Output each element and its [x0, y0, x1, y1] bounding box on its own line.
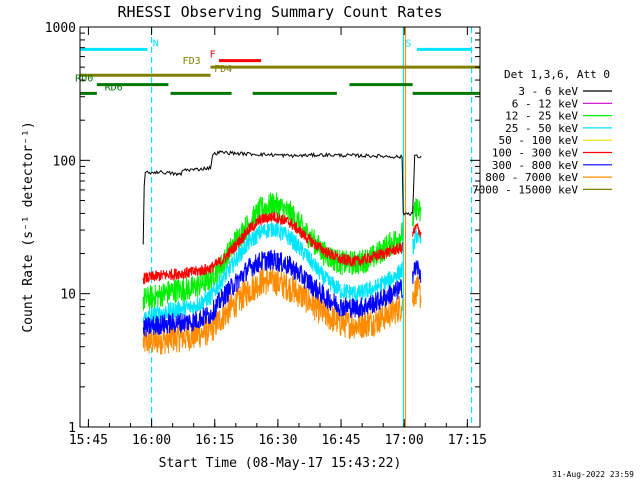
- legend-label-100-300-kev: 100 - 300 keV: [492, 147, 578, 160]
- legend-label-50-100-kev: 50 - 100 keV: [499, 134, 579, 147]
- series-3-6-kev: [142, 150, 422, 245]
- x-axis-label: Start Time (08-May-17 15:43:22): [159, 456, 402, 471]
- x-tick-label: 16:00: [132, 433, 171, 448]
- legend-title: Det 1,3,6, Att 0: [504, 68, 610, 81]
- y-tick-label: 100: [53, 154, 76, 169]
- bar-s-label: S: [405, 38, 411, 49]
- legend-label-25-50-kev: 25 - 50 keV: [505, 122, 578, 135]
- series-3-6-kev-line: [142, 150, 422, 245]
- x-tick-label: 16:15: [195, 433, 234, 448]
- bar-fd4-label: FD4: [214, 64, 232, 75]
- plot-area: N S F FD3 FD4 RD0 RD6: [75, 27, 480, 427]
- bar-rd6-label: RD6: [105, 82, 123, 93]
- y-axis: 1 10 100 1000: [45, 21, 480, 436]
- series-100-300-kev-line-0: [142, 211, 403, 285]
- series-12-25-kev: [142, 192, 422, 311]
- bar-f-label: F: [210, 50, 216, 61]
- y-tick-label: 10: [60, 288, 76, 303]
- footer-timestamp: 31-Aug-2022 23:59: [552, 470, 634, 479]
- legend-label-3-6-kev: 3 - 6 keV: [518, 85, 578, 98]
- legend-label-800-7000-kev: 800 - 7000 keV: [485, 171, 578, 184]
- x-tick-label: 15:45: [69, 433, 108, 448]
- bar-n-label: N: [153, 38, 159, 49]
- series-300-800-kev-line-0: [142, 249, 403, 338]
- legend-label-7000-15000-kev: 7000 - 15000 keV: [472, 183, 578, 196]
- plot-frame: [79, 26, 481, 428]
- x-tick-label: 17:00: [385, 433, 424, 448]
- series-100-300-kev-line-1: [412, 223, 422, 238]
- legend-label-6-12-kev: 6 - 12 keV: [512, 97, 579, 110]
- series-12-25-kev-line-1: [412, 197, 422, 227]
- bar-rd0-label: RD0: [75, 74, 93, 85]
- series-800-7000-kev-line-1: [412, 275, 422, 309]
- series-300-800-kev-line-1: [412, 260, 422, 284]
- series-300-800-kev: [142, 249, 422, 338]
- bar-fd3-label: FD3: [183, 56, 201, 67]
- y-tick-label: 1: [68, 421, 76, 436]
- x-tick-label: 16:30: [258, 433, 297, 448]
- x-axis: 15:45 16:00 16:15 16:30 16:45 17:00 17:15: [69, 27, 487, 448]
- legend-label-300-800-kev: 300 - 800 keV: [492, 159, 578, 172]
- chart-title: RHESSI Observing Summary Count Rates: [117, 3, 442, 21]
- x-tick-label: 16:45: [321, 433, 360, 448]
- series-100-300-kev: [142, 211, 422, 285]
- series-25-50-kev-line-0: [142, 220, 403, 326]
- y-axis-label: Count Rate (s⁻¹ detector⁻¹): [21, 121, 36, 332]
- legend-label-12-25-kev: 12 - 25 keV: [505, 110, 578, 123]
- x-tick-label: 17:15: [448, 433, 487, 448]
- series-12-25-kev-line-0: [142, 192, 403, 311]
- y-tick-label: 1000: [45, 21, 76, 36]
